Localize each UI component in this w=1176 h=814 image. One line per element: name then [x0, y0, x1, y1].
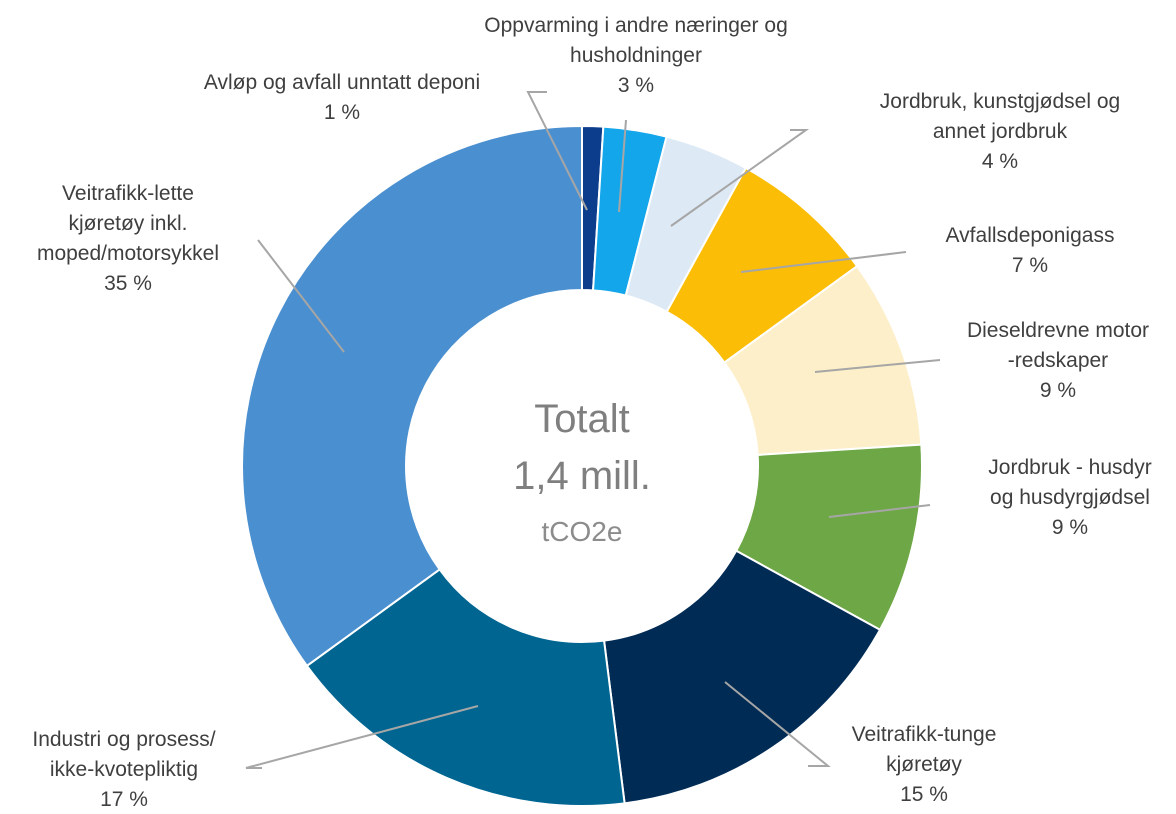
- slice-label-line: 4 %: [982, 150, 1018, 173]
- slice-label-line: Oppvarming i andre næringer og: [484, 14, 788, 37]
- center-line-3: tCO2e: [542, 516, 623, 547]
- slice-label-line: husholdninger: [570, 44, 702, 67]
- slice-label-line: 15 %: [900, 783, 948, 806]
- slice-label-line: 9 %: [1040, 379, 1076, 402]
- slice-label-line: kjøretøy: [886, 753, 962, 776]
- slice-label-3: Jordbruk, kunstgjødsel og annet jordbruk 4…: [880, 90, 1120, 173]
- slice-label-line: 9 %: [1052, 516, 1088, 539]
- center-line-1: Totalt: [534, 397, 630, 441]
- slice-label-line: Veitrafikk-lette: [62, 182, 194, 205]
- center-line-2: 1,4 mill.: [513, 454, 651, 498]
- slice-label-1: Avløp og avfall unntatt deponi 1 %: [204, 71, 480, 124]
- slice-label-line: Avløp og avfall unntatt deponi: [204, 71, 480, 94]
- slice-label-line: 17 %: [100, 788, 148, 811]
- slice-label-6: Jordbruk - husdyr og husdyrgjødsel 9 %: [988, 456, 1151, 539]
- slice-label-line: -redskaper: [1008, 349, 1108, 372]
- slice-label-8: Industri og prosess/ikke-kvotepliktig 17 …: [32, 728, 215, 811]
- slice-label-line: Industri og prosess/: [32, 728, 215, 751]
- slice-label-9: Veitrafikk-lette kjøretøy inkl. moped/moto…: [37, 182, 219, 295]
- slice-label-line: 35 %: [104, 272, 152, 295]
- slice-label-line: 3 %: [618, 74, 654, 97]
- slice-label-line: moped/motorsykkel: [37, 242, 219, 265]
- slice-label-line: 7 %: [1012, 254, 1048, 277]
- slice-label-line: og husdyrgjødsel: [990, 486, 1150, 509]
- slice-label-line: Jordbruk, kunstgjødsel og: [880, 90, 1120, 113]
- slice-label-line: kjøretøy inkl.: [68, 212, 187, 235]
- slice-label-line: Avfallsdeponigass: [946, 224, 1115, 247]
- slice-label-line: Dieseldrevne motor: [967, 319, 1149, 342]
- slice-label-2: Oppvarming i andre næringer og husholdnin…: [484, 14, 788, 97]
- slice-label-line: Veitrafikk-tunge: [852, 723, 997, 746]
- slice-label-line: annet jordbruk: [933, 120, 1068, 143]
- slice-label-5: Dieseldrevne motor -redskaper 9 %: [967, 319, 1149, 402]
- slice-label-line: 1 %: [324, 101, 360, 124]
- slice-label-line: ikke-kvotepliktig: [50, 758, 198, 781]
- slice-label-4: Avfallsdeponigass 7 %: [946, 224, 1115, 277]
- slice-label-line: Jordbruk - husdyr: [988, 456, 1151, 479]
- slice-label-7: Veitrafikk-tunge kjøretøy 15 %: [852, 723, 997, 806]
